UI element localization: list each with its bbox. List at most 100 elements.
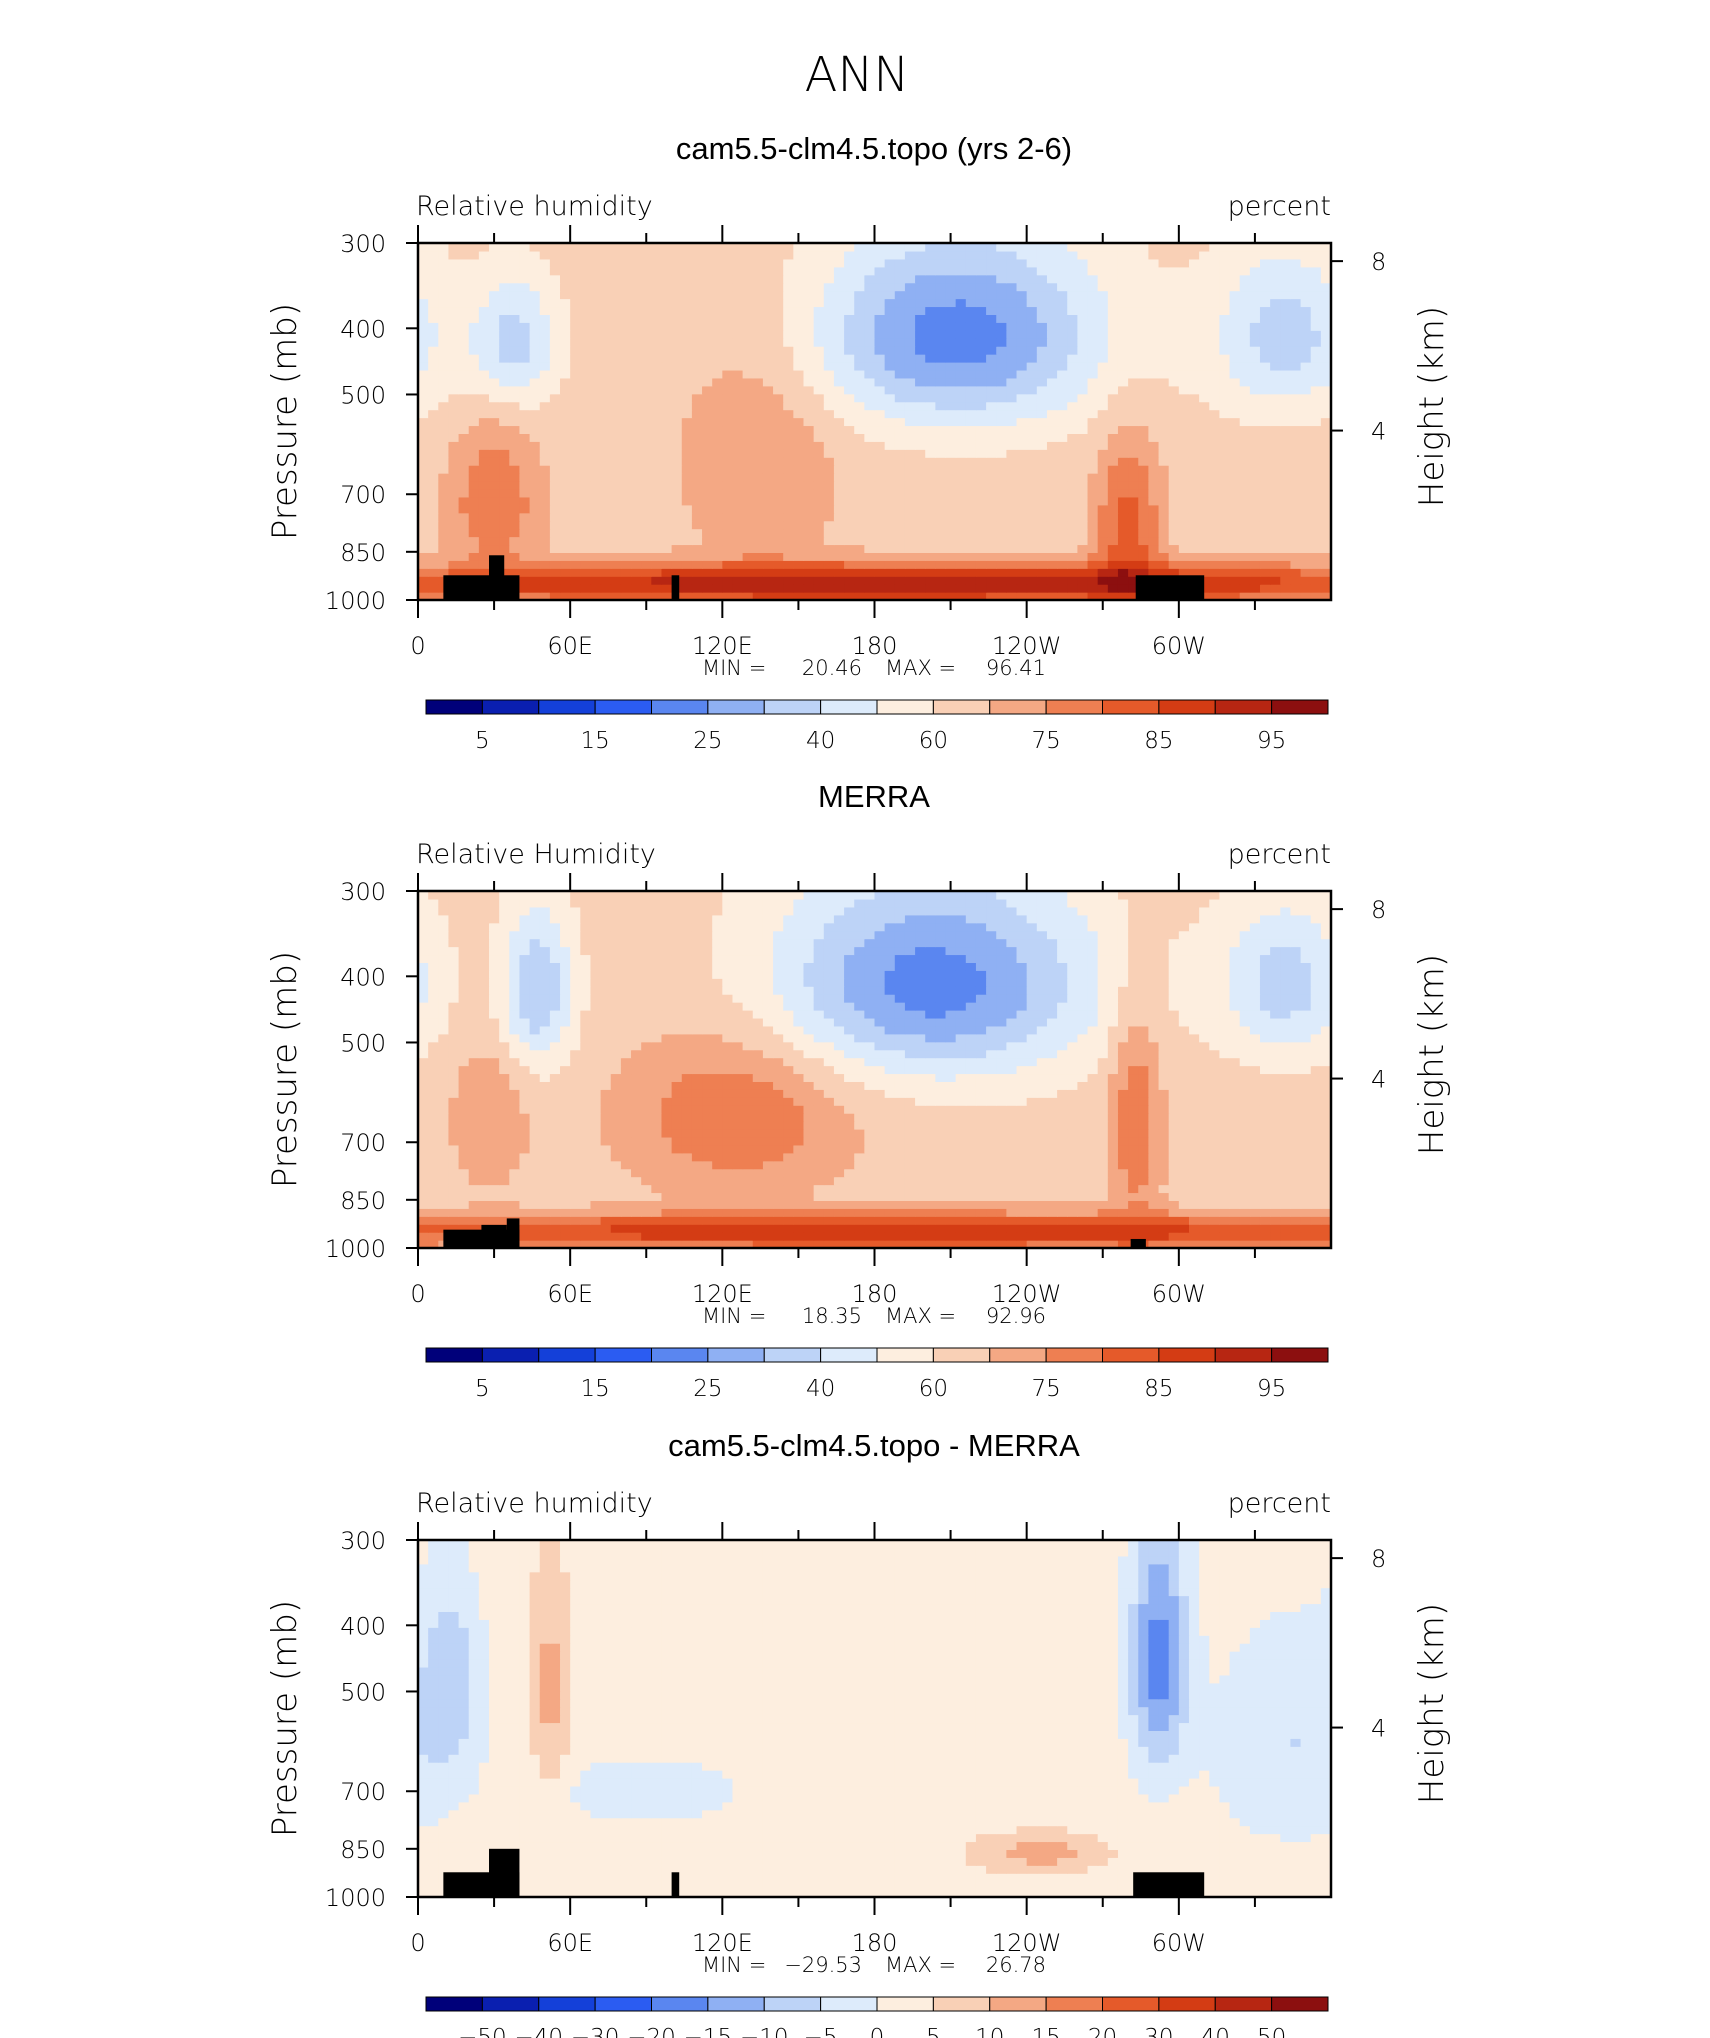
contour-cell <box>1148 346 1160 355</box>
contour-cell <box>945 465 957 474</box>
contour-cell <box>894 330 906 339</box>
contour-cell <box>864 592 876 601</box>
contour-cell <box>1259 488 1271 498</box>
contour-cell <box>438 544 450 553</box>
contour-cell <box>1168 250 1180 260</box>
contour-cell <box>1300 243 1312 252</box>
contour-cell <box>428 258 439 268</box>
contour-cell <box>1300 568 1312 577</box>
contour-cell <box>915 1232 926 1241</box>
contour-cell <box>1239 377 1251 387</box>
contour-cell <box>1087 274 1099 284</box>
contour-cell <box>1178 520 1190 530</box>
contour-cell <box>935 504 947 514</box>
contour-cell <box>1300 274 1312 284</box>
contour-cell <box>1128 1192 1139 1201</box>
contour-cell <box>965 1216 977 1225</box>
contour-cell <box>1188 330 1200 339</box>
contour-cell <box>1077 1200 1089 1209</box>
contour-cell <box>762 298 774 308</box>
contour-cell <box>1077 258 1089 268</box>
contour-cell <box>438 1216 450 1225</box>
contour-cell <box>1300 346 1312 355</box>
contour-cell <box>539 393 551 403</box>
contour-cell <box>1239 1208 1251 1217</box>
contour-cell <box>1178 1240 1190 1249</box>
contour-cell <box>570 496 581 506</box>
contour-cell <box>661 465 673 474</box>
contour-cell <box>1199 433 1210 442</box>
contour-cell <box>1097 1184 1109 1194</box>
contour-cell <box>1229 1184 1241 1194</box>
contour-cell <box>945 433 957 442</box>
contour-cell <box>904 417 916 427</box>
contour-cell <box>1280 481 1292 490</box>
contour-cell <box>681 362 693 371</box>
contour-cell <box>884 568 896 577</box>
contour-cell <box>1310 346 1322 355</box>
contour-cell <box>539 1192 551 1201</box>
contour-cell <box>732 266 744 276</box>
contour-cell <box>833 1224 845 1233</box>
contour-cell <box>925 369 936 379</box>
contour-cell <box>1036 520 1048 530</box>
contour-cell <box>955 441 967 450</box>
contour-cell <box>1199 258 1210 268</box>
contour-cell <box>1280 528 1292 538</box>
contour-cell <box>925 306 936 315</box>
contour-cell <box>1259 433 1271 442</box>
contour-cell <box>1006 393 1018 403</box>
contour-cell <box>529 266 541 276</box>
contour-cell <box>600 1240 612 1249</box>
contour-cell <box>1067 1240 1078 1249</box>
contour-cell <box>1178 457 1190 466</box>
contour-cell <box>773 433 784 442</box>
contour-cell <box>489 362 500 371</box>
contour-cell <box>1290 1224 1302 1233</box>
contour-cell <box>560 481 571 490</box>
contour-cell <box>773 1192 784 1201</box>
contour-cell <box>833 544 845 553</box>
contour-cell <box>1067 512 1078 522</box>
contour-cell <box>560 274 571 284</box>
contour-cell <box>560 1208 571 1217</box>
contour-cell <box>1158 377 1170 387</box>
contour-cell <box>1107 552 1119 561</box>
contour-cell <box>762 322 774 331</box>
contour-cell <box>1168 536 1180 546</box>
contour-cell <box>1300 584 1312 593</box>
contour-cell <box>1158 488 1170 498</box>
contour-cell <box>458 282 470 292</box>
contour-cell <box>965 1240 977 1249</box>
colorbar-label: 15 <box>580 728 609 754</box>
contour-cell <box>1249 465 1261 474</box>
contour-cell <box>458 369 470 379</box>
contour-cell <box>1219 1216 1231 1225</box>
contour-cell <box>1158 322 1170 331</box>
contour-cell <box>894 274 906 284</box>
contour-cell <box>915 465 926 474</box>
contour-cell <box>1057 592 1068 601</box>
contour-cell <box>1046 1224 1058 1233</box>
contour-cell <box>884 393 896 403</box>
contour-cell <box>915 1216 926 1225</box>
colorbar-swatch <box>651 699 709 715</box>
contour-cell <box>418 433 429 442</box>
contour-cell <box>1006 362 1018 371</box>
contour-cell <box>651 1168 663 1178</box>
contour-cell <box>1280 258 1292 268</box>
contour-cell <box>1270 243 1281 252</box>
contour-cell <box>580 1184 592 1194</box>
contour-cell <box>813 520 825 530</box>
contour-cell <box>519 520 531 530</box>
contour-cell <box>1310 465 1322 474</box>
contour-cell <box>590 1176 602 1186</box>
contour-cell <box>1026 346 1038 355</box>
contour-cell <box>519 576 531 585</box>
contour-cell <box>803 536 815 546</box>
contour-cell <box>1158 385 1170 395</box>
contour-cell <box>529 544 541 553</box>
contour-cell <box>1107 1184 1119 1194</box>
contour-cell <box>955 377 967 387</box>
contour-cell <box>620 338 632 347</box>
